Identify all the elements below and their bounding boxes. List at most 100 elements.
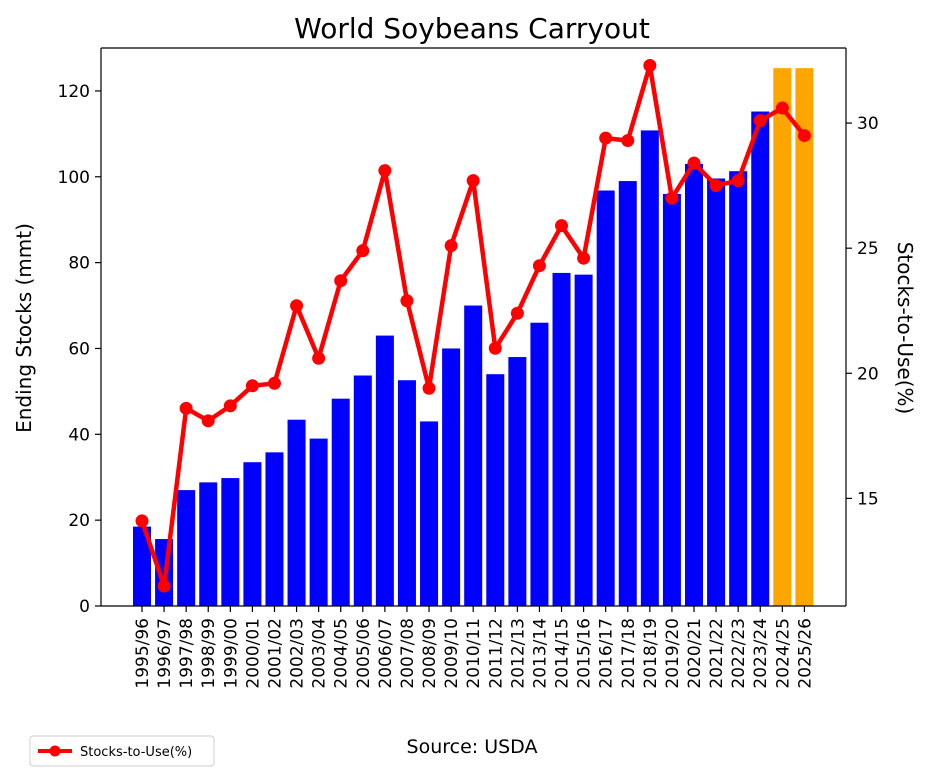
stocks-to-use-point	[753, 114, 767, 128]
right-tick-layer: 15 20 25 30	[846, 114, 879, 509]
x-tick-label: 2017/18	[619, 618, 639, 689]
x-tick-label: 2018/19	[641, 618, 661, 689]
chart-title: World Soybeans Carryout	[294, 12, 650, 45]
bar	[133, 526, 151, 606]
stocks-to-use-point	[356, 244, 370, 258]
right-tick-label: 20	[857, 364, 879, 384]
stocks-to-use-point	[135, 514, 149, 528]
bar	[331, 398, 350, 606]
x-tick-label: 2013/14	[530, 618, 550, 689]
bar	[530, 322, 549, 606]
stocks-to-use-point	[643, 59, 657, 73]
bar	[353, 375, 372, 606]
stocks-to-use-point	[290, 299, 304, 313]
bar	[397, 380, 416, 606]
stocks-to-use-point	[201, 414, 215, 428]
x-tick-label: 1997/98	[177, 618, 197, 689]
bar	[707, 178, 726, 607]
stocks-to-use-point	[510, 306, 524, 320]
bar	[486, 374, 505, 606]
stocks-to-use-point	[378, 164, 392, 178]
x-tick-label: 2019/20	[663, 618, 683, 689]
stocks-to-use-point	[709, 179, 723, 193]
stocks-to-use-point	[599, 131, 613, 145]
stocks-to-use-point	[157, 579, 171, 593]
bar	[662, 193, 681, 606]
bar	[596, 190, 615, 606]
bar	[221, 478, 240, 606]
legend: Stocks-to-Use(%)	[29, 735, 215, 767]
stocks-to-use-point	[577, 251, 591, 265]
bar	[751, 111, 770, 606]
left-tick-label: 60	[68, 339, 90, 359]
source-label: Source: USDA	[407, 736, 538, 758]
x-tick-label: 2007/08	[398, 618, 418, 689]
x-tick-label: 2003/04	[310, 618, 330, 689]
stocks-to-use-point	[223, 399, 237, 413]
bar	[618, 181, 637, 607]
stocks-to-use-point	[775, 101, 789, 115]
stocks-to-use-point	[312, 351, 326, 365]
stocks-to-use-point	[400, 294, 414, 308]
stocks-to-use-point	[334, 274, 348, 288]
stocks-to-use-point	[179, 401, 193, 415]
stocks-to-use-point	[466, 174, 480, 188]
left-tick-label: 20	[68, 511, 90, 531]
left-tick-label: 120	[58, 82, 90, 102]
legend-box	[29, 735, 215, 767]
stocks-to-use-point	[444, 239, 458, 253]
x-tick-label: 1999/00	[221, 618, 241, 689]
x-tick-label: 2001/02	[265, 618, 285, 689]
x-tick-label: 2006/07	[376, 618, 396, 689]
x-tick-label: 2012/13	[508, 618, 528, 689]
bar	[199, 482, 218, 606]
x-tick-label: 2016/17	[597, 618, 617, 689]
right-tick-label: 25	[857, 239, 879, 259]
x-tick-label: 2008/09	[420, 618, 440, 689]
x-tick-label: 2025/26	[795, 618, 815, 689]
bar	[375, 335, 394, 606]
stocks-to-use-point	[422, 381, 436, 395]
legend-label: Stocks-to-Use(%)	[80, 745, 192, 760]
bar	[729, 171, 748, 607]
x-tick-label: 2014/15	[553, 618, 573, 689]
x-tick-label: 2009/10	[442, 618, 462, 689]
bar	[309, 438, 328, 606]
bar	[685, 163, 703, 606]
left-tick-label: 100	[58, 168, 90, 188]
x-tick-label: 2022/23	[729, 618, 749, 689]
bar	[508, 357, 527, 606]
bar	[640, 130, 659, 607]
bar	[243, 462, 262, 606]
bar	[442, 348, 461, 606]
stocks-to-use-point	[621, 134, 635, 148]
bar	[773, 68, 792, 607]
stocks-to-use-point	[267, 376, 281, 390]
x-tick-label: 2004/05	[332, 618, 352, 689]
left-tick-layer: 0 20 40 60 80 100 120	[58, 82, 101, 617]
bar	[574, 274, 593, 606]
left-tick-label: 80	[68, 254, 90, 274]
bar	[265, 452, 284, 606]
x-tick-label: 1998/99	[199, 618, 219, 689]
x-tick-label: 1996/97	[155, 618, 175, 689]
x-tick-layer: 1995/96 1996/97 1997/98 1998/99 1999/00 2000/…	[133, 606, 815, 689]
axes-layer	[100, 47, 847, 607]
x-tick-label: 2002/03	[288, 618, 308, 689]
bar	[795, 68, 814, 607]
stocks-to-use-point	[555, 219, 569, 233]
y2-axis-label: Stocks-to-Use(%)	[893, 242, 917, 415]
x-tick-label: 2023/24	[751, 618, 771, 689]
x-tick-label: 2015/16	[575, 618, 595, 689]
bars-layer	[133, 68, 814, 607]
stocks-to-use-point	[488, 341, 502, 355]
right-tick-label: 30	[857, 114, 879, 134]
bar	[552, 272, 571, 606]
bar	[420, 421, 439, 606]
x-tick-label: 2024/25	[773, 618, 793, 689]
stocks-to-use-point	[687, 156, 701, 170]
bar	[464, 305, 483, 606]
stocks-to-use-point	[532, 259, 546, 273]
stocks-to-use-point	[665, 191, 679, 205]
